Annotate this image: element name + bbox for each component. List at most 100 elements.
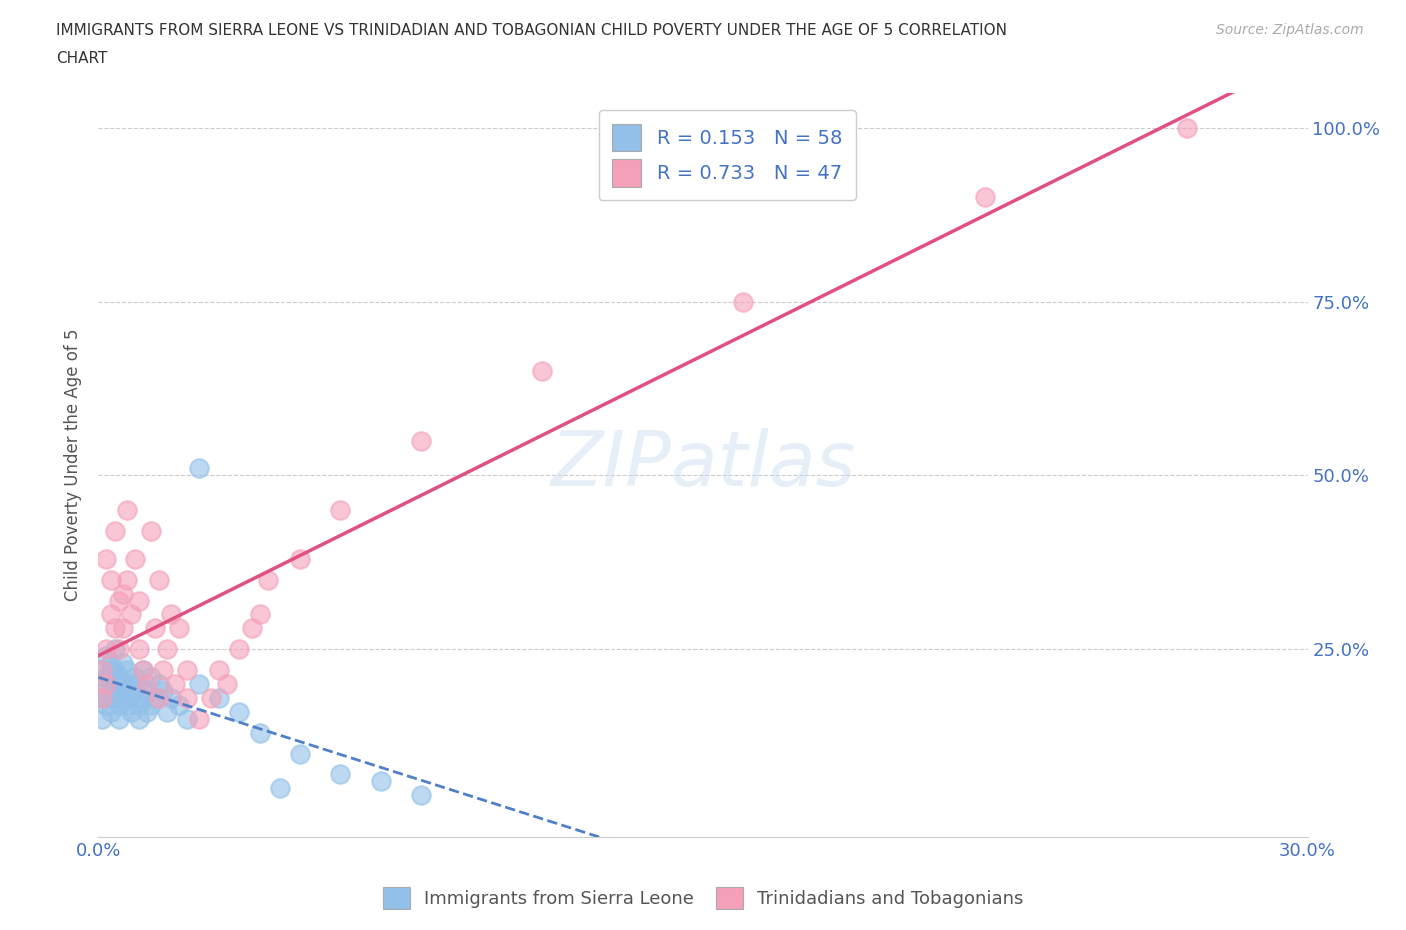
Point: [240, 621, 263, 636]
Point: [111, 690, 134, 705]
Point: [152, 684, 174, 698]
Point: [107, 698, 129, 712]
Point: [156, 642, 179, 657]
Point: [100, 656, 122, 671]
Point: [111, 621, 134, 636]
Point: [91, 663, 114, 678]
Point: [120, 704, 142, 719]
Point: [128, 593, 150, 608]
Point: [188, 461, 211, 476]
Point: [733, 294, 755, 309]
Point: [107, 711, 129, 726]
Text: ZIPatlas: ZIPatlas: [550, 428, 856, 502]
Point: [100, 663, 122, 678]
Point: [128, 698, 150, 712]
Point: [115, 572, 138, 587]
Point: [107, 593, 129, 608]
Point: [167, 698, 190, 712]
Point: [96, 670, 118, 684]
Point: [148, 690, 170, 705]
Point: [115, 698, 138, 712]
Point: [135, 677, 157, 692]
Point: [100, 607, 122, 622]
Point: [167, 621, 190, 636]
Point: [249, 607, 271, 622]
Point: [128, 677, 150, 692]
Point: [128, 711, 150, 726]
Point: [148, 677, 170, 692]
Point: [96, 677, 118, 692]
Point: [128, 642, 150, 657]
Text: IMMIGRANTS FROM SIERRA LEONE VS TRINIDADIAN AND TOBAGONIAN CHILD POVERTY UNDER T: IMMIGRANTS FROM SIERRA LEONE VS TRINIDAD…: [56, 23, 1007, 38]
Point: [329, 767, 352, 782]
Point: [111, 677, 134, 692]
Point: [329, 503, 352, 518]
Point: [111, 586, 134, 601]
Point: [143, 690, 166, 705]
Point: [120, 690, 142, 705]
Point: [139, 524, 162, 538]
Point: [107, 684, 129, 698]
Point: [96, 642, 118, 657]
Point: [132, 690, 155, 705]
Point: [156, 704, 179, 719]
Point: [148, 572, 170, 587]
Point: [409, 433, 432, 448]
Text: CHART: CHART: [56, 51, 108, 66]
Point: [91, 711, 114, 726]
Point: [176, 663, 198, 678]
Point: [132, 663, 155, 678]
Point: [208, 663, 231, 678]
Point: [974, 190, 997, 205]
Point: [124, 684, 146, 698]
Point: [228, 704, 250, 719]
Point: [111, 656, 134, 671]
Point: [208, 690, 231, 705]
Point: [103, 524, 125, 538]
Point: [91, 690, 114, 705]
Point: [188, 677, 211, 692]
Text: Source: ZipAtlas.com: Source: ZipAtlas.com: [1216, 23, 1364, 37]
Point: [103, 663, 125, 678]
Point: [100, 704, 122, 719]
Point: [370, 774, 392, 789]
Point: [124, 670, 146, 684]
Point: [176, 690, 198, 705]
Point: [139, 698, 162, 712]
Point: [107, 670, 129, 684]
Point: [115, 684, 138, 698]
Point: [409, 788, 432, 803]
Point: [115, 503, 138, 518]
Point: [120, 607, 142, 622]
Point: [217, 677, 239, 692]
Point: [288, 551, 311, 566]
Point: [96, 677, 118, 692]
Point: [143, 621, 166, 636]
Point: [96, 649, 118, 664]
Point: [530, 364, 553, 379]
Point: [139, 670, 162, 684]
Point: [96, 698, 118, 712]
Point: [176, 711, 198, 726]
Point: [163, 677, 186, 692]
Point: [288, 746, 311, 761]
Point: [100, 572, 122, 587]
Point: [1175, 120, 1198, 135]
Point: [269, 781, 291, 796]
Point: [103, 621, 125, 636]
Point: [228, 642, 250, 657]
Point: [160, 690, 183, 705]
Point: [96, 690, 118, 705]
Point: [135, 684, 157, 698]
Point: [103, 690, 125, 705]
Point: [124, 551, 146, 566]
Point: [107, 642, 129, 657]
Point: [256, 572, 278, 587]
Y-axis label: Child Poverty Under the Age of 5: Child Poverty Under the Age of 5: [65, 328, 83, 602]
Point: [91, 690, 114, 705]
Legend: Immigrants from Sierra Leone, Trinidadians and Tobagonians: Immigrants from Sierra Leone, Trinidadia…: [375, 880, 1031, 916]
Point: [132, 663, 155, 678]
Point: [91, 663, 114, 678]
Point: [152, 663, 174, 678]
Point: [249, 725, 271, 740]
